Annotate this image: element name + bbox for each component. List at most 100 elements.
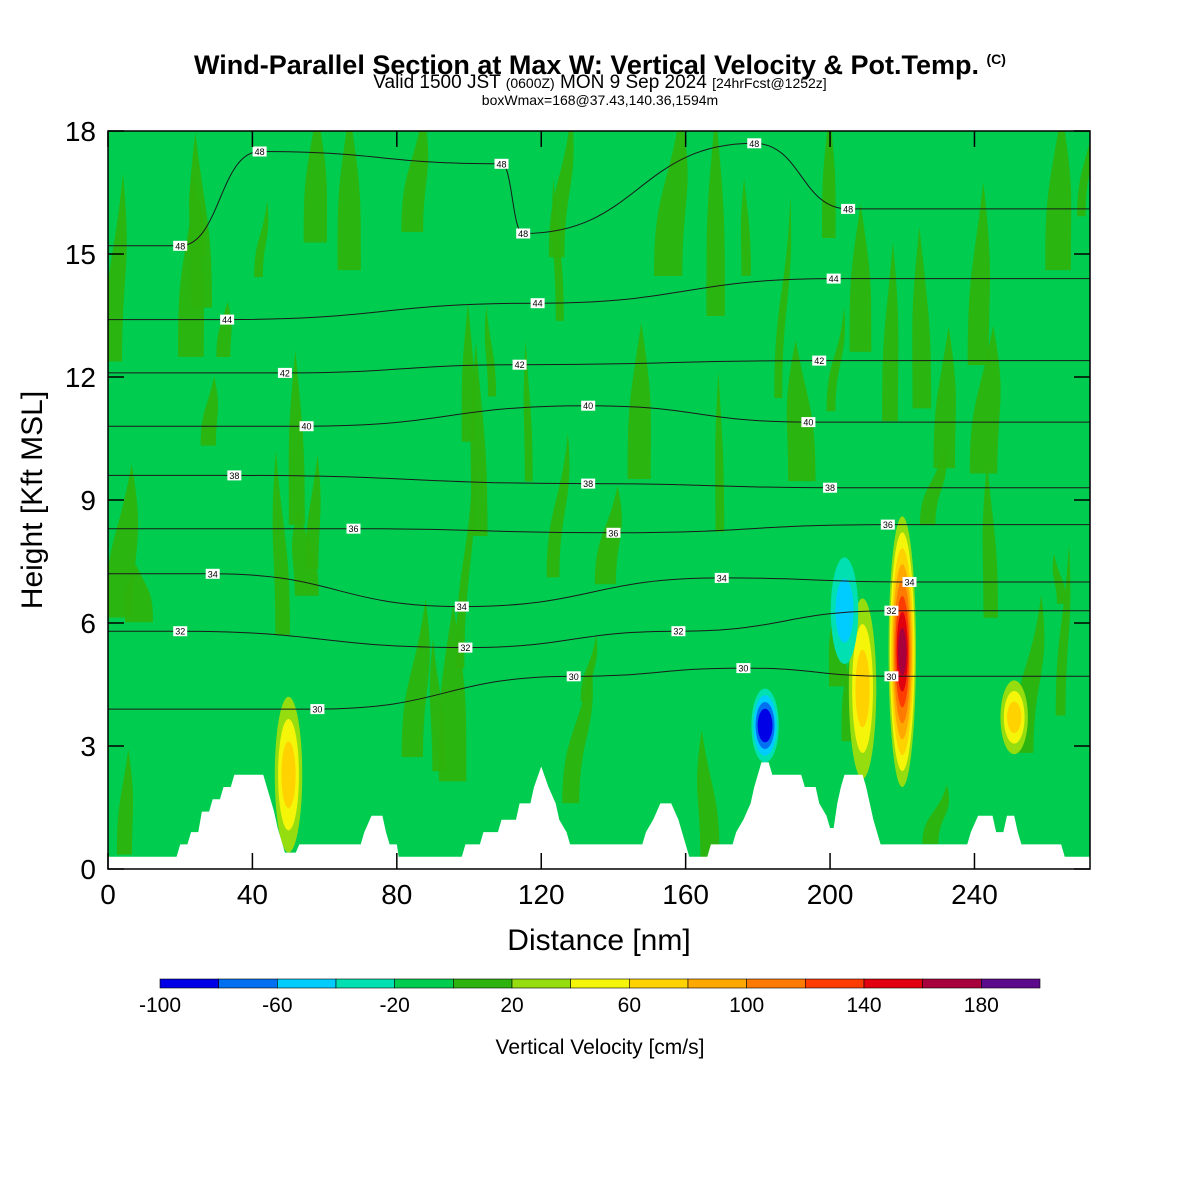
updraft-core bbox=[855, 649, 870, 728]
svg-text:34: 34 bbox=[717, 573, 727, 583]
weak-updraft-streak bbox=[919, 446, 947, 526]
y-axis-label: Height [Kft MSL] bbox=[16, 391, 49, 609]
colorbar-swatch bbox=[159, 978, 219, 989]
svg-text:32: 32 bbox=[460, 643, 470, 653]
y-tick-label: 3 bbox=[80, 731, 96, 762]
theta-contour-label: 36 bbox=[880, 519, 895, 530]
theta-contour-label: 40 bbox=[801, 417, 816, 428]
svg-text:32: 32 bbox=[886, 606, 896, 616]
svg-text:48: 48 bbox=[175, 241, 185, 251]
theta-contour-label: 34 bbox=[454, 601, 469, 612]
y-tick-label: 18 bbox=[65, 116, 96, 147]
svg-text:30: 30 bbox=[569, 672, 579, 682]
theta-contour-line bbox=[108, 278, 1090, 321]
colorbar-swatch bbox=[218, 978, 278, 989]
svg-text:40: 40 bbox=[803, 418, 813, 428]
weak-updraft-streak bbox=[401, 599, 430, 758]
x-tick-label: 120 bbox=[518, 879, 565, 910]
svg-text:36: 36 bbox=[348, 524, 358, 534]
weak-updraft-streak bbox=[484, 305, 497, 397]
svg-text:36: 36 bbox=[883, 520, 893, 530]
weak-updraft-streak bbox=[982, 462, 999, 618]
weak-updraft-streak bbox=[654, 131, 688, 277]
colorbar-tick-label: -100 bbox=[139, 994, 181, 1017]
svg-text:40: 40 bbox=[583, 401, 593, 411]
x-tick-label: 40 bbox=[237, 879, 268, 910]
weak-updraft-streak bbox=[470, 341, 488, 537]
theta-contour-label: 48 bbox=[747, 138, 762, 149]
svg-text:30: 30 bbox=[886, 672, 896, 682]
theta-contour-label: 38 bbox=[227, 470, 242, 481]
svg-text:38: 38 bbox=[583, 479, 593, 489]
y-tick-label: 6 bbox=[80, 608, 96, 639]
field-background bbox=[108, 131, 1090, 869]
svg-text:34: 34 bbox=[457, 602, 467, 612]
theta-contour-label: 34 bbox=[902, 577, 917, 588]
theta-contour-label: 36 bbox=[606, 527, 621, 538]
x-tick-label: 160 bbox=[662, 879, 709, 910]
weak-updraft-streak bbox=[124, 564, 154, 623]
weak-updraft-streak bbox=[697, 730, 720, 858]
updraft-core bbox=[1007, 701, 1022, 734]
svg-text:44: 44 bbox=[829, 274, 839, 284]
weak-updraft-streak bbox=[826, 306, 845, 412]
theta-contour-label: 40 bbox=[581, 400, 596, 411]
svg-text:36: 36 bbox=[608, 528, 618, 538]
x-axis-label: Distance [nm] bbox=[507, 924, 690, 957]
theta-contour-label: 30 bbox=[736, 663, 751, 674]
theta-contour-label: 48 bbox=[173, 240, 188, 251]
theta-contour-label: 44 bbox=[826, 273, 841, 284]
weak-updraft-streak bbox=[786, 339, 816, 482]
theta-contour-label: 48 bbox=[494, 158, 509, 169]
svg-text:30: 30 bbox=[738, 664, 748, 674]
chart-subtitle: Valid 1500 JST (0600Z) MON 9 Sep 2024 [2… bbox=[373, 72, 827, 93]
svg-text:38: 38 bbox=[229, 471, 239, 481]
colorbar-title: Vertical Velocity [cm/s] bbox=[495, 1036, 705, 1059]
terrain-mask bbox=[108, 762, 1090, 869]
svg-text:48: 48 bbox=[749, 139, 759, 149]
colorbar-swatch bbox=[863, 978, 923, 989]
downdraft-core bbox=[835, 578, 854, 643]
weak-updraft-streak bbox=[774, 196, 792, 399]
y-tick-label: 0 bbox=[80, 854, 96, 885]
svg-text:30: 30 bbox=[312, 705, 322, 715]
svg-text:32: 32 bbox=[673, 627, 683, 637]
theta-contour-line bbox=[108, 667, 1090, 710]
svg-text:42: 42 bbox=[814, 356, 824, 366]
weak-updraft-streak bbox=[849, 203, 872, 352]
downdraft-core bbox=[759, 715, 771, 736]
colorbar-tick-label: 140 bbox=[846, 994, 881, 1017]
weak-updraft-streak bbox=[189, 170, 206, 257]
svg-text:48: 48 bbox=[497, 159, 507, 169]
weak-updraft-streak bbox=[523, 339, 533, 482]
field-layer bbox=[108, 131, 1090, 869]
weak-updraft-streak bbox=[822, 131, 836, 239]
svg-text:34: 34 bbox=[904, 578, 914, 588]
weak-updraft-streak bbox=[461, 303, 475, 442]
weak-updraft-streak bbox=[706, 131, 725, 316]
theta-contour-label: 36 bbox=[346, 523, 361, 534]
weak-updraft-streak bbox=[272, 450, 291, 635]
colorbar-swatch bbox=[629, 978, 689, 989]
x-tick-label: 240 bbox=[951, 879, 998, 910]
weak-updraft-streak bbox=[546, 432, 570, 578]
colorbar-swatch bbox=[805, 978, 865, 989]
weak-updraft-streak bbox=[627, 322, 651, 479]
theta-contour-label: 30 bbox=[884, 671, 899, 682]
theta-contour-label: 48 bbox=[252, 146, 267, 157]
weak-updraft-streak bbox=[912, 226, 932, 409]
weak-updraft-streak bbox=[1055, 543, 1071, 716]
theta-contour-label: 32 bbox=[671, 626, 686, 637]
theta-contour-label: 48 bbox=[516, 228, 531, 239]
colorbar-swatch bbox=[277, 978, 337, 989]
colorbar-tick-label: 60 bbox=[618, 994, 641, 1017]
svg-text:44: 44 bbox=[222, 315, 232, 325]
weak-updraft-streak bbox=[922, 784, 950, 845]
weak-updraft-streak bbox=[254, 200, 269, 278]
colorbar-tick-label: 180 bbox=[964, 994, 999, 1017]
theta-contour-label: 40 bbox=[299, 421, 314, 432]
theta-contour-label: 38 bbox=[581, 478, 596, 489]
weak-updraft-streak bbox=[969, 325, 1001, 474]
weak-updraft-streak bbox=[933, 326, 956, 469]
weak-updraft-streak bbox=[1052, 553, 1067, 604]
